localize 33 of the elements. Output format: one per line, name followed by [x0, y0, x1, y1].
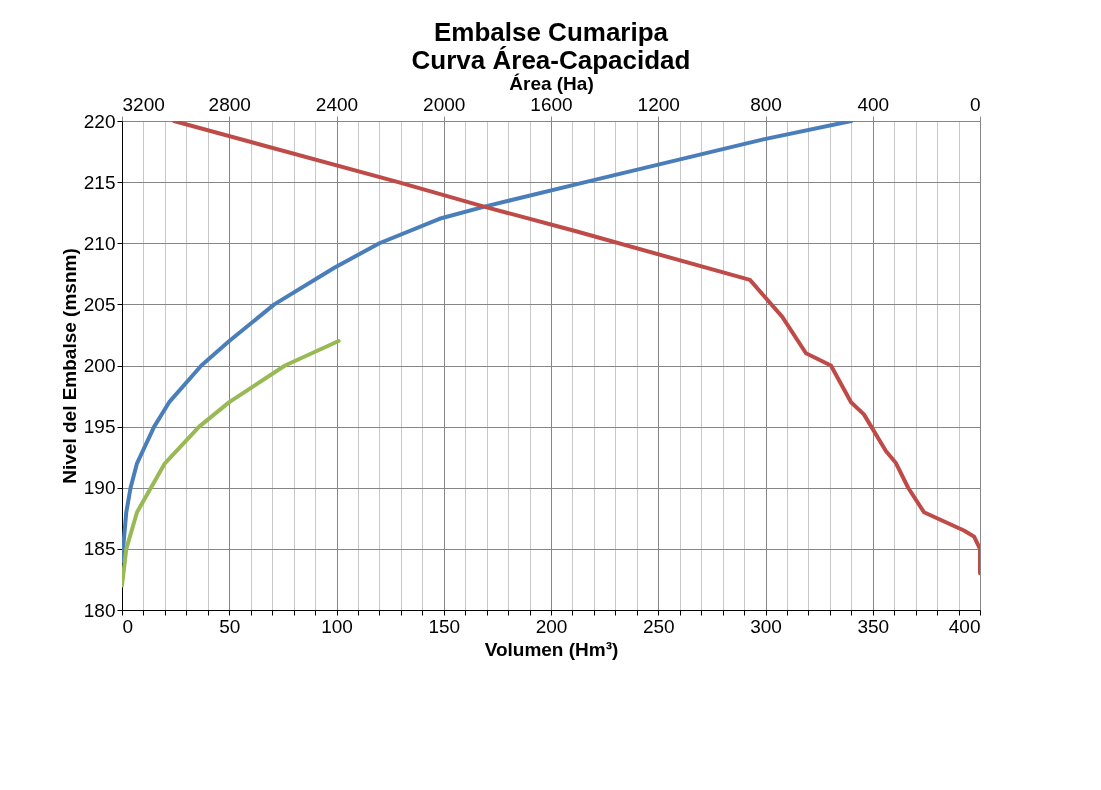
x2-tick-label: 1600 [530, 93, 573, 115]
y-tick-label: 200 [83, 355, 116, 376]
x2-tick-label: 2400 [315, 93, 359, 115]
x-tick-label: 50 [219, 615, 241, 637]
x2-tick-label: 3200 [122, 93, 165, 115]
x2-tick-label: 0 [969, 93, 981, 115]
x2-tick-label: 400 [857, 93, 890, 115]
y-tick-label: 185 [83, 538, 116, 560]
x-tick-label: 350 [857, 615, 890, 637]
x2-axis-title: Área (Ha) [509, 72, 594, 94]
x-axis-title: Volumen (Hm³) [484, 638, 619, 660]
y-axis-title: Nivel del Embalse (msnm) [58, 248, 80, 484]
x-tick-label: 100 [321, 615, 353, 637]
x2-tick-label: 2000 [423, 93, 466, 115]
x2-tick-label: 1200 [637, 93, 680, 115]
x-tick-label: 300 [750, 615, 782, 637]
x-tick-label: 250 [642, 615, 675, 637]
line-series [122, 339, 341, 588]
y-tick-label: 215 [83, 171, 116, 193]
y-tick-label: 210 [83, 232, 116, 254]
x2-tick-label: 2800 [208, 93, 251, 115]
line-series [122, 121, 854, 564]
y-tick-label: 205 [83, 293, 116, 315]
x-tick-label: 200 [535, 615, 568, 637]
x-tick-label: 0 [122, 615, 134, 637]
y-tick-label: 195 [83, 416, 116, 438]
y-tick-label: 180 [83, 599, 116, 621]
y-tick-label: 220 [83, 110, 116, 132]
y-tick-label: 190 [83, 477, 116, 499]
chart-title: Embalse Cumaripa Curva Área-Capacidad [411, 17, 691, 75]
x-tick-label: 150 [428, 615, 461, 637]
x2-tick-label: 800 [750, 93, 782, 115]
x-tick-label: 400 [948, 615, 981, 637]
